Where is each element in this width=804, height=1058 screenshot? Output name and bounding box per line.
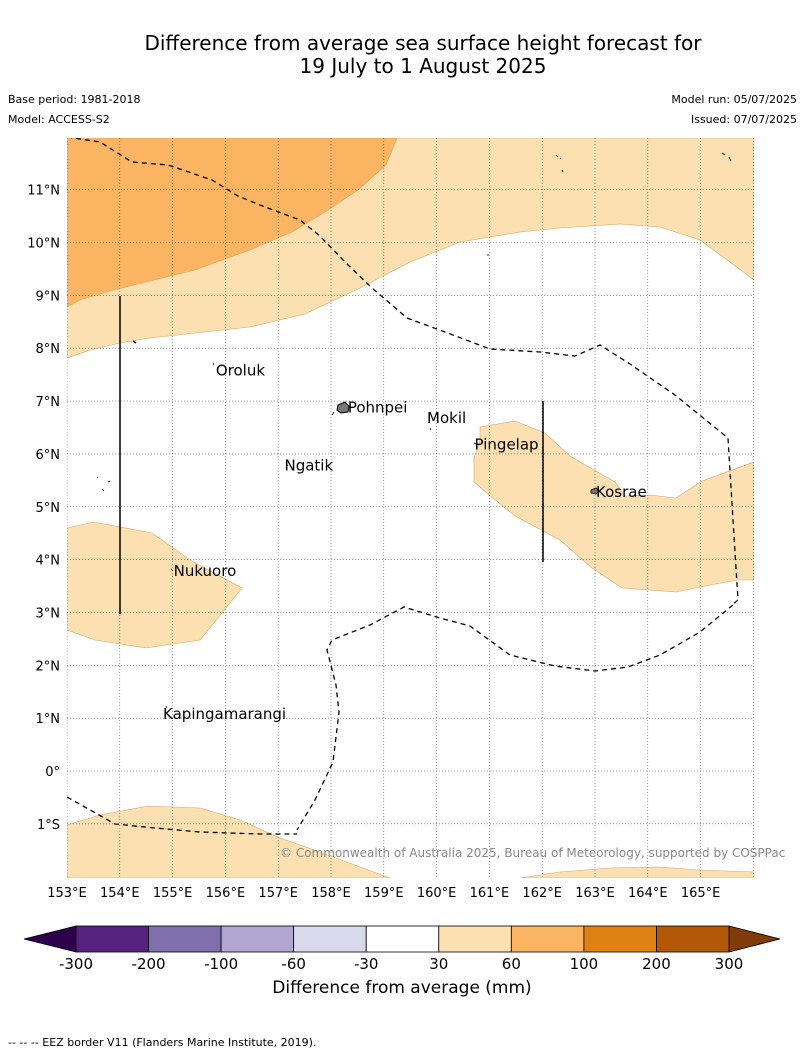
atoll-mark xyxy=(132,340,137,344)
colorbar-segment xyxy=(220,925,295,953)
colorbar-extend-low xyxy=(23,925,77,953)
latitude-tick-label: 7°N xyxy=(36,395,61,410)
longitude-tick-label: 163°E xyxy=(575,886,615,901)
latitude-tick-label: 6°N xyxy=(36,448,61,463)
eez-border-south-east xyxy=(296,604,734,831)
colorbar-segment xyxy=(293,925,367,953)
longitude-tick-label: 155°E xyxy=(153,886,193,901)
issued-date: Issued: 07/07/2025 xyxy=(690,113,797,126)
atoll-mark xyxy=(429,427,432,431)
anomaly-area-southeast xyxy=(519,866,754,878)
longitude-tick-label: 158°E xyxy=(311,886,351,901)
atoll-mark xyxy=(473,442,477,445)
place-label: Kosrae xyxy=(596,483,647,501)
title-line-1: Difference from average sea surface heig… xyxy=(144,31,702,55)
latitude-tick-label: 10°N xyxy=(27,237,60,252)
latitude-tick-label: 1°S xyxy=(37,818,60,833)
place-label: Kapingamarangi xyxy=(163,705,286,723)
colorbar-tick-label: 60 xyxy=(502,955,521,973)
colorbar-tick-label: 300 xyxy=(715,955,744,973)
copyright-credit: © Commonwealth of Australia 2025, Bureau… xyxy=(280,846,786,860)
colorbar-segment xyxy=(583,925,657,953)
place-label: Pingelap xyxy=(475,435,539,453)
title-line-2: 19 July to 1 August 2025 xyxy=(299,54,547,78)
latitude-tick-label: 0° xyxy=(45,765,60,780)
graticule xyxy=(67,138,754,878)
base-period: Base period: 1981-2018 xyxy=(8,93,141,106)
colorbar-tick-label: 30 xyxy=(429,955,448,973)
latitude-tick-label: 8°N xyxy=(36,342,61,357)
eez-border-north xyxy=(69,138,739,606)
place-label: Oroluk xyxy=(216,361,265,379)
colorbar-segment xyxy=(75,925,149,953)
colorbar-tick-label: -200 xyxy=(132,955,166,973)
anomaly-area-60-100 xyxy=(67,138,398,308)
longitude-tick-label: 159°E xyxy=(364,886,404,901)
islands xyxy=(96,152,732,709)
longitude-tick-label: 160°E xyxy=(417,886,457,901)
eez-border-south xyxy=(67,796,297,835)
colorbar-segment xyxy=(510,925,585,953)
colorbar-segment xyxy=(148,925,222,953)
place-label: Nukuoro xyxy=(174,562,237,580)
longitude-tick-label: 153°E xyxy=(47,886,87,901)
latitude-tick-label: 3°N xyxy=(36,606,61,621)
place-label: Ngatik xyxy=(284,456,333,474)
latitude-tick-label: 11°N xyxy=(27,184,60,199)
kosrae-island-shape xyxy=(590,487,600,495)
place-labels: Oroluk Pohnpei Mokil Pingelap Ngatik Kosrae Nu… xyxy=(163,361,647,723)
model-name: Model: ACCESS-S2 xyxy=(8,113,110,126)
colorbar-tick-label: -300 xyxy=(59,955,93,973)
anomaly-area-south xyxy=(67,805,391,878)
latitude-tick-label: 2°N xyxy=(36,659,61,674)
atoll-mark xyxy=(331,411,335,416)
longitude-tick-label: 162°E xyxy=(522,886,562,901)
longitude-tick-label: 165°E xyxy=(681,886,721,901)
place-label: Mokil xyxy=(427,409,466,427)
atoll-mark xyxy=(721,152,732,162)
model-run: Model run: 05/07/2025 xyxy=(671,93,797,106)
colorbar-tick-label: 200 xyxy=(642,955,671,973)
colorbar-tick-label: 100 xyxy=(570,955,599,973)
atoll-mark xyxy=(212,362,215,366)
atoll-mark xyxy=(96,476,111,492)
axis-labels: 153°E 154°E 155°E 156°E 157°E 158°E 159°E 160°E… xyxy=(27,184,720,901)
longitude-tick-label: 164°E xyxy=(628,886,668,901)
atoll-mark xyxy=(555,154,564,173)
atoll-mark xyxy=(286,463,289,467)
colorbar-label: Difference from average (mm) xyxy=(272,978,532,998)
longitude-tick-label: 161°E xyxy=(470,886,510,901)
colorbar-segment xyxy=(656,925,730,953)
colorbar: -300 -200 -100 -60 -30 30 60 100 200 300 xyxy=(23,925,781,973)
chart-title: Difference from average sea surface heig… xyxy=(0,32,804,78)
pohnpei-island-shape xyxy=(336,401,350,414)
longitude-tick-label: 154°E xyxy=(100,886,140,901)
latitude-tick-label: 9°N xyxy=(36,289,61,304)
latitude-tick-label: 1°N xyxy=(36,712,61,727)
colorbar-tick-label: -100 xyxy=(204,955,238,973)
colorbar-tick-label: -60 xyxy=(281,955,306,973)
latitude-tick-label: 5°N xyxy=(36,501,61,516)
atoll-mark xyxy=(170,568,174,572)
longitude-tick-label: 157°E xyxy=(258,886,298,901)
place-label: Pohnpei xyxy=(348,398,408,416)
colorbar-segment xyxy=(438,925,512,953)
colorbar-segment xyxy=(365,925,440,953)
longitude-tick-label: 156°E xyxy=(206,886,246,901)
colorbar-extend-high xyxy=(728,925,781,953)
eez-legend-note: -- -- -- EEZ border V11 (Flanders Marine… xyxy=(8,1036,317,1049)
colorbar-tick-label: -30 xyxy=(354,955,379,973)
anomaly-area-nukuoro xyxy=(67,521,243,649)
latitude-tick-label: 4°N xyxy=(36,554,61,569)
atoll-mark xyxy=(165,705,168,709)
